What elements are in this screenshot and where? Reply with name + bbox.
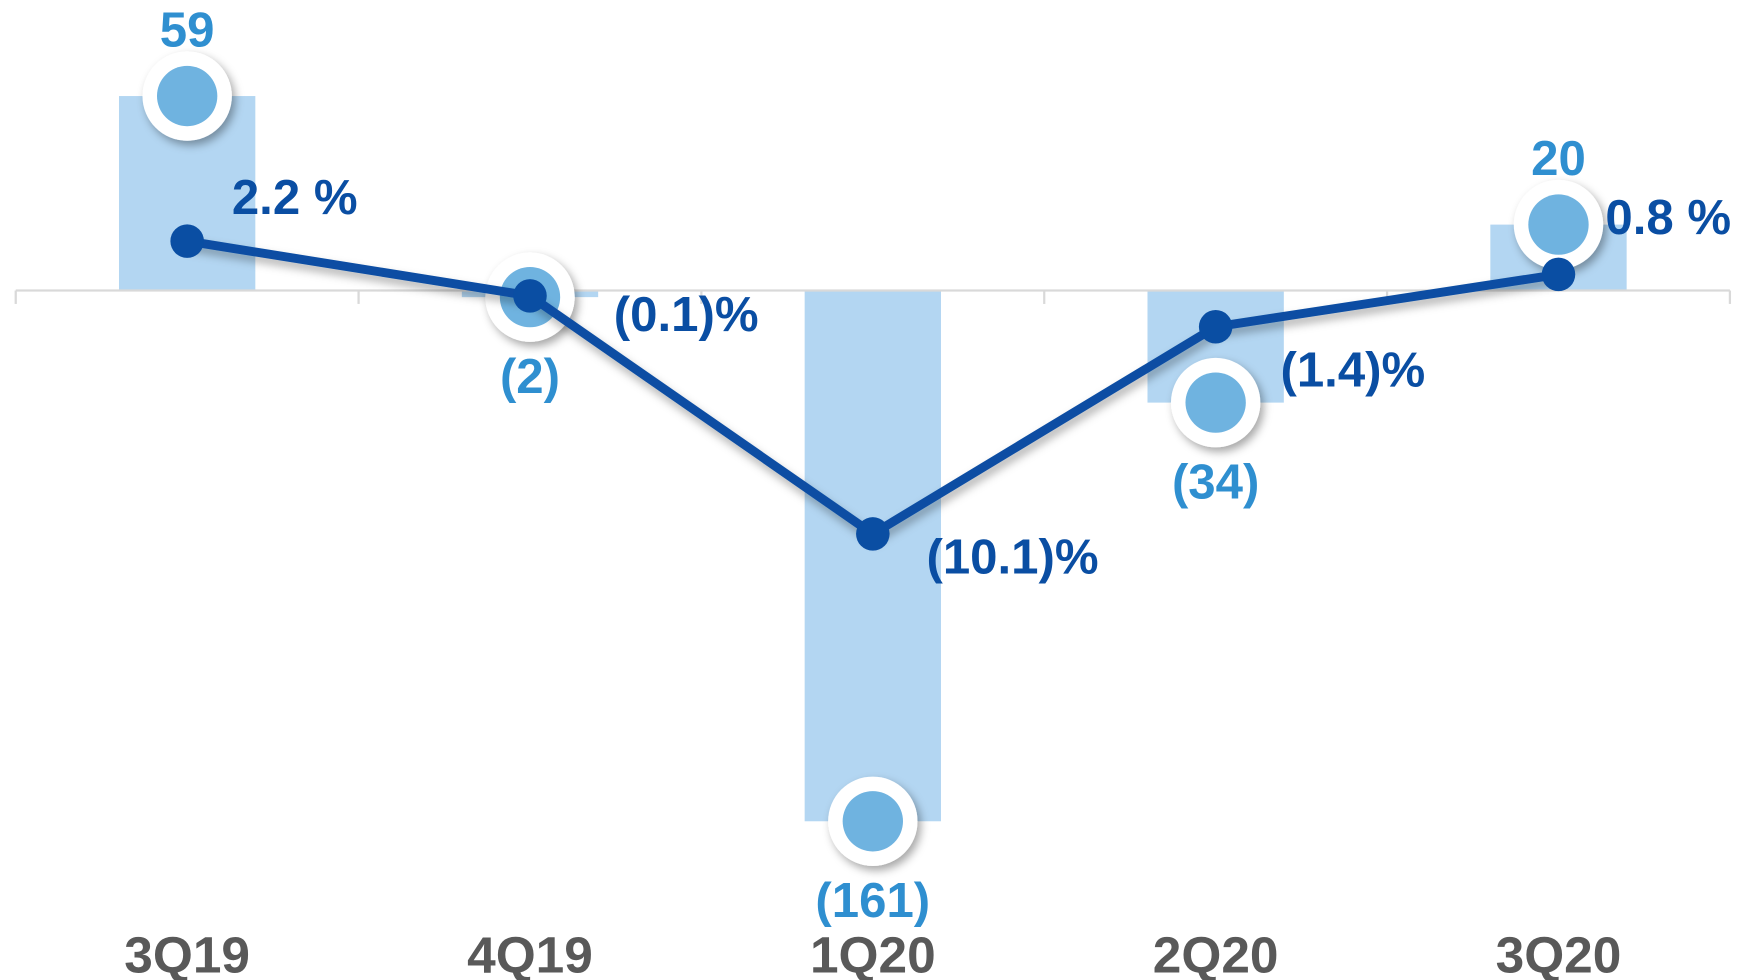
bar-value-label: (161): [815, 873, 930, 928]
bar-value-label: (34): [1172, 454, 1259, 509]
bar-value-label: (2): [500, 349, 560, 404]
bar-value-label: 59: [160, 2, 215, 57]
bar: [804, 290, 941, 822]
x-tick-label: 1Q20: [810, 925, 936, 980]
bar-marker: [1528, 194, 1589, 255]
line-value-label: 0.8 %: [1605, 190, 1731, 245]
line-value-label: (0.1)%: [614, 287, 759, 342]
line-point: [170, 224, 204, 258]
line-value-label: (1.4)%: [1280, 343, 1425, 398]
line-value-label: 2.2 %: [232, 170, 358, 225]
bar-marker: [1185, 372, 1246, 433]
x-tick-label: 4Q19: [467, 925, 593, 980]
line-point: [1541, 257, 1576, 292]
x-tick-label: 3Q20: [1496, 925, 1622, 980]
bar-marker: [842, 791, 903, 852]
x-tick-label: 2Q20: [1153, 925, 1279, 980]
line-value-label: (10.1)%: [926, 530, 1098, 585]
x-tick-label: 3Q19: [124, 925, 250, 980]
bar-value-label: 20: [1531, 131, 1586, 186]
bar-marker: [156, 65, 218, 127]
line-point: [513, 279, 547, 313]
line-point: [856, 517, 890, 551]
line-point: [1198, 310, 1233, 344]
